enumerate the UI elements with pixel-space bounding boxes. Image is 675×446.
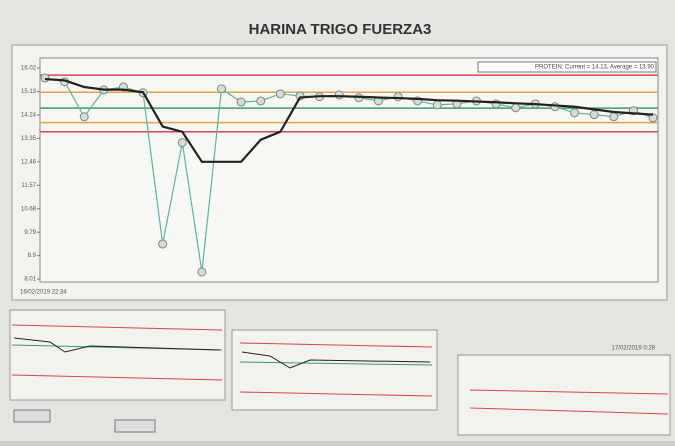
data-point [570,108,580,118]
mini-line [241,351,431,369]
data-point [177,138,187,148]
data-point [334,90,344,100]
y-tick-label: 13.35 [21,136,37,142]
series-line [44,77,654,163]
chart-title: HARINA TRIGO FUERZA3 [249,21,432,38]
data-point [236,97,246,107]
legend-box [477,61,657,73]
legend-text: PROTEIN: Current = 14.13, Average = 13.9… [535,65,655,71]
mini-panel [231,329,438,411]
data-point [40,73,50,83]
mini-line [239,361,433,366]
mini-panel [9,309,226,401]
button[interactable] [114,419,156,433]
mini-line [239,342,433,348]
mini-line [239,391,433,397]
data-point [256,96,266,106]
data-point [393,92,403,102]
x-start-label: 16/02/2019 22:34 [20,290,67,296]
mini-panel [457,354,671,436]
data-point [79,112,89,122]
data-point [197,267,207,277]
y-tick-label: 12.46 [21,159,37,165]
data-point [432,100,442,110]
data-point [217,84,227,94]
y-tick-label: 14.24 [21,113,37,119]
mini-line [11,324,223,331]
y-tick-label: 10.68 [21,206,37,212]
data-point [609,112,619,122]
y-tick-label: 8.01 [24,277,36,283]
button[interactable] [13,409,51,423]
mini-line [13,337,221,353]
data-point [589,110,599,120]
data-point [550,102,560,112]
mini-line [469,407,669,415]
mini-line [469,389,669,395]
y-tick-label: 11.57 [21,183,36,189]
data-point [158,239,168,249]
y-tick-label: 16.02 [21,66,37,72]
mini-panels [9,309,671,436]
y-tick-label: 8.9 [28,253,37,259]
data-point [511,103,521,113]
y-tick-label: 9.79 [24,230,36,236]
mini-line [11,374,223,381]
data-point [275,89,285,99]
x-end-label: 17/02/2019 0:28 [612,346,656,352]
y-tick-label: 15.13 [21,89,37,95]
data-point [491,99,501,109]
plot-area [39,57,659,283]
